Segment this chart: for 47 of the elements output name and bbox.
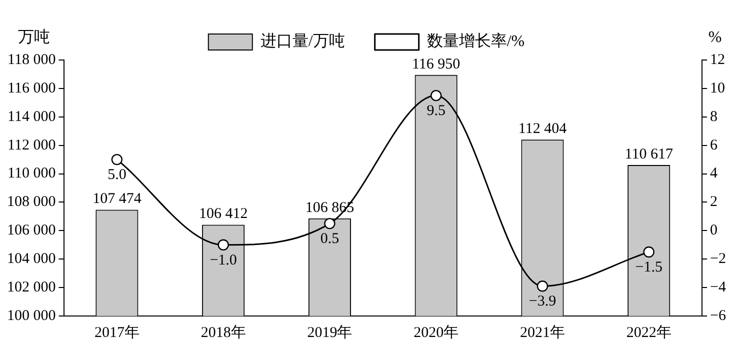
data-label: 106 412 — [198, 206, 248, 222]
y-tick-label: 102 000 — [7, 279, 56, 296]
y2-tick-label: 0 — [710, 222, 718, 239]
y2-tick-label: −4 — [710, 279, 726, 296]
y2-tick-label: −2 — [710, 251, 726, 268]
y-tick-label: 104 000 — [7, 251, 56, 268]
y2-tick-label: 12 — [710, 52, 726, 68]
legend-label: 进口量/万吨 — [260, 32, 345, 50]
x-tick-label: 2017年 — [94, 324, 140, 341]
data-label: −1.0 — [210, 252, 237, 268]
y2-tick-label: 2 — [710, 194, 718, 210]
x-tick-label: 2022年 — [626, 324, 672, 341]
y-tick-label: 114 000 — [8, 108, 56, 125]
x-tick-label: 2018年 — [200, 324, 246, 341]
data-label: 9.5 — [426, 102, 446, 119]
y-axis-title: 万吨 — [18, 28, 50, 46]
y2-axis-title: % — [708, 29, 722, 46]
data-label: 112 404 — [518, 121, 568, 138]
data-label: 110 617 — [624, 146, 674, 162]
y-tick-label: 118 000 — [8, 52, 56, 68]
data-label: 5.0 — [108, 166, 126, 183]
data-label: −1.5 — [635, 259, 662, 276]
y-tick-label: 100 000 — [7, 308, 56, 324]
y2-tick-label: 4 — [710, 166, 718, 182]
point — [536, 280, 548, 292]
data-label: −3.9 — [528, 294, 556, 310]
y2-tick-label: 8 — [710, 108, 718, 125]
y-tick-label: 116 000 — [8, 80, 56, 96]
point — [111, 154, 123, 166]
y-tick-label: 108 000 — [7, 194, 56, 210]
data-label: 0.5 — [320, 230, 340, 247]
x-tick-label: 2019年 — [307, 324, 352, 341]
y-tick-label: 112 000 — [8, 137, 56, 154]
y2-tick-label: 6 — [710, 137, 718, 154]
legend-label: 数量增长率/% — [426, 32, 525, 50]
point — [324, 218, 336, 230]
data-label: 116 950 — [412, 56, 460, 72]
point — [430, 90, 442, 102]
x-tick-label: 2020年 — [414, 324, 459, 341]
point — [218, 239, 229, 250]
y2-tick-label: 10 — [710, 80, 726, 96]
y-tick-label: 106 000 — [7, 222, 56, 239]
y-tick-label: 110 000 — [8, 166, 56, 182]
point — [643, 246, 654, 258]
x-tick-label: 2021年 — [520, 324, 565, 341]
data-label: 107 474 — [92, 191, 142, 208]
y2-tick-label: −6 — [710, 308, 726, 324]
